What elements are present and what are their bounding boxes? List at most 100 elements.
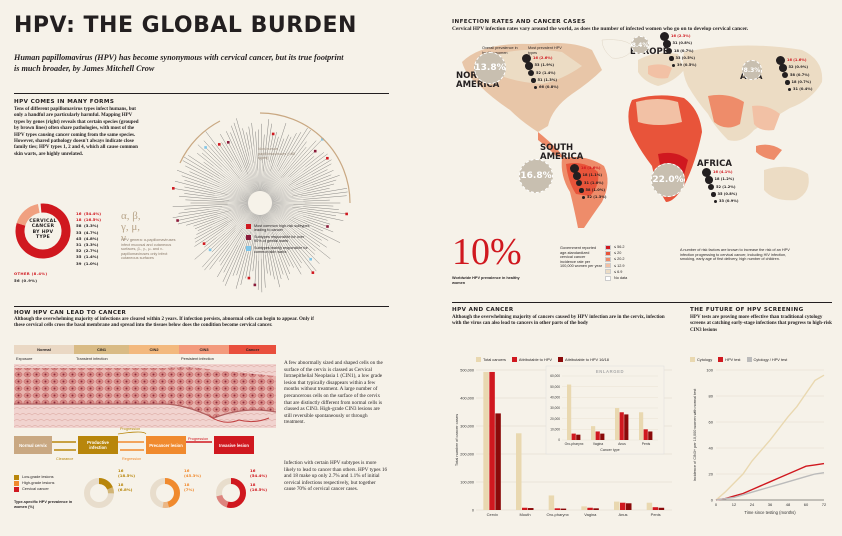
prevalence-type-b: 18 bbox=[250, 482, 256, 487]
donut-type-number: 18 bbox=[76, 217, 82, 223]
cancer-legend-swatch bbox=[511, 357, 517, 362]
lesion-legend-swatch bbox=[14, 480, 19, 486]
big-rate: 10% bbox=[452, 231, 522, 273]
screening-legend-item: HPV test bbox=[718, 357, 741, 362]
cancer-legend-swatch bbox=[558, 357, 564, 362]
stage-cin1: CIN1 bbox=[74, 345, 129, 354]
incidence-legend-item: ≤ 20.2 bbox=[605, 256, 645, 262]
region-type-dot bbox=[531, 78, 536, 83]
incidence-swatch bbox=[605, 244, 611, 250]
region-type-label: 18 (0.7%) bbox=[674, 49, 694, 53]
y-tick-label: 300,000 bbox=[460, 424, 474, 428]
x-axis-label: Time since testing (months) bbox=[744, 510, 796, 515]
lesion-legend-label: High-grade lesions bbox=[22, 480, 55, 485]
prevalence-donut: 16 (54.4%) 18 (16.5%) bbox=[214, 466, 278, 516]
region-type-label: 39 (0.5%) bbox=[677, 63, 697, 67]
prevalence-donuts: 16 (18.5%) 18 (6.8%) 16 (45.3%) 18 (7%) 16 (54.4%… bbox=[82, 466, 282, 516]
inset-title: ENLARGED bbox=[596, 369, 624, 374]
screening-legend-item: Cytology bbox=[690, 357, 712, 362]
prevalence-type-b: 18 bbox=[184, 482, 190, 487]
inset-bar-penis bbox=[643, 429, 648, 440]
tree-legend-item: Subtypes mainly responsible for common s… bbox=[246, 245, 310, 255]
y-tick-label: 0 bbox=[711, 497, 714, 502]
phase-labels: Exposure Transient infection Persistent in… bbox=[14, 355, 276, 363]
cancer-legend-label: Total cancers bbox=[483, 357, 506, 362]
region-type-dot bbox=[782, 72, 788, 78]
risk-note: A number of risk factors are known to in… bbox=[680, 248, 790, 262]
bar-anus bbox=[614, 501, 620, 510]
stage-cancer: Cancer bbox=[229, 345, 276, 354]
donut-type-pct: (54.4%) bbox=[84, 211, 102, 216]
y-tick-label: 80 bbox=[709, 393, 714, 398]
screening-legend-label: Cytology bbox=[697, 357, 713, 362]
region-type-label: 52 (1.2%) bbox=[716, 185, 736, 189]
region-type-dot bbox=[672, 64, 675, 67]
donut-other: OTHER (8.4%) bbox=[14, 271, 48, 276]
bar-mouth bbox=[516, 433, 522, 510]
donut-type-pct: (1.4%) bbox=[84, 254, 99, 260]
inset-frame bbox=[545, 365, 665, 455]
prevalence-value-b: (16.5%) bbox=[250, 487, 268, 492]
y-tick-label: 100 bbox=[706, 367, 713, 372]
x-tick-label: Mouth bbox=[519, 512, 530, 517]
stage-normal: Normal bbox=[14, 345, 74, 354]
incidence-legend: ≤ 56.2 ≤ 20 ≤ 20.2 ≤ 12.9 ≤ 6.9 No data bbox=[605, 244, 645, 281]
inset-bar-vagina bbox=[600, 433, 605, 440]
donut-type-item: 16 (54.4%) bbox=[76, 211, 110, 217]
inset-y-tick: 0 bbox=[558, 438, 560, 442]
donut-segment-a bbox=[216, 478, 246, 508]
region-rate-circle: 16.8% bbox=[519, 159, 553, 193]
cancer-legend-item: Attributable to HPV 16/18 bbox=[558, 357, 609, 362]
incidence-legend-item: ≤ 12.9 bbox=[605, 263, 645, 269]
donut-type-number: 31 bbox=[76, 242, 82, 248]
inset-x-tick: Penis bbox=[642, 442, 651, 446]
cancer-bar-chart: 0 100,000 200,000 300,000 400,000 500,000 Tota… bbox=[452, 362, 678, 532]
lesion-legend-item: Low-grade lesions bbox=[14, 474, 94, 480]
lead-col-2: Infection with certain HPV subtypes is m… bbox=[284, 460, 388, 493]
regression-label: Regression bbox=[122, 457, 142, 461]
phase-label: Exposure bbox=[16, 356, 33, 361]
inset-bar-vagina bbox=[591, 426, 596, 440]
series-line-cytology-hpv-test bbox=[715, 472, 825, 501]
inset-bar-oro-pharynx bbox=[576, 434, 581, 440]
bar-cervix bbox=[495, 413, 501, 510]
bar-vagina bbox=[581, 506, 587, 510]
x-tick-label: 48 bbox=[786, 502, 791, 507]
prevalence-label: Type-specific HPV prevalence in women (%… bbox=[14, 500, 73, 509]
donut-label: CERVICAL CANCER BY HPV TYPE bbox=[29, 219, 57, 241]
lead-intro: Although the overwhelming majority of in… bbox=[14, 317, 314, 329]
prevalence-value-a: (45.3%) bbox=[184, 473, 202, 478]
incidence-swatch bbox=[605, 275, 611, 281]
stage-cin2: CIN2 bbox=[129, 345, 179, 354]
inset-x-tick: Vagina bbox=[593, 442, 603, 446]
lesion-legend-swatch bbox=[14, 474, 19, 480]
donut-type-number: 45 bbox=[76, 235, 82, 241]
incidence-swatch bbox=[605, 269, 611, 275]
inset-bar-anus bbox=[624, 414, 629, 440]
cancer-legend-item: Total cancers bbox=[476, 357, 506, 362]
region-type-label: 16 (4.1%) bbox=[713, 170, 733, 174]
y-tick-label: 200,000 bbox=[460, 452, 474, 456]
bar-penis bbox=[658, 507, 665, 510]
donut-type-pct: (3.3%) bbox=[84, 223, 99, 229]
region-type-label: 58 (0.7%) bbox=[790, 73, 810, 77]
x-tick-label: Penis bbox=[651, 512, 661, 517]
region-type-label: 18 (1.1%) bbox=[582, 173, 603, 177]
bar-cervix bbox=[489, 371, 495, 510]
region-type-label: 33 (0.5%) bbox=[675, 56, 696, 60]
bar-mouth bbox=[522, 507, 528, 510]
tree-legend-label: Subtypes mainly responsible for common s… bbox=[254, 245, 308, 255]
donut-type-item: 58 (3.3%) bbox=[76, 223, 110, 229]
y-tick-label: 0 bbox=[472, 508, 474, 512]
region-type-label: 35 (0.8%) bbox=[717, 192, 738, 196]
x-tick-label: Vagina bbox=[584, 512, 597, 517]
tree-legend-swatch bbox=[246, 245, 251, 251]
y-tick-label: 20 bbox=[709, 471, 714, 476]
stage-cin3: CIN3 bbox=[179, 345, 229, 354]
region-type-label: 31 (0.8%) bbox=[672, 41, 693, 45]
region-rate-circle: 8.4% bbox=[631, 36, 649, 54]
lesion-legend-label: Cervical cancer bbox=[22, 486, 49, 491]
inset-x-tick: Anus bbox=[618, 442, 626, 446]
bar-vagina bbox=[587, 507, 593, 510]
flow-precancer-lesion: Precancer lesion bbox=[146, 436, 186, 454]
